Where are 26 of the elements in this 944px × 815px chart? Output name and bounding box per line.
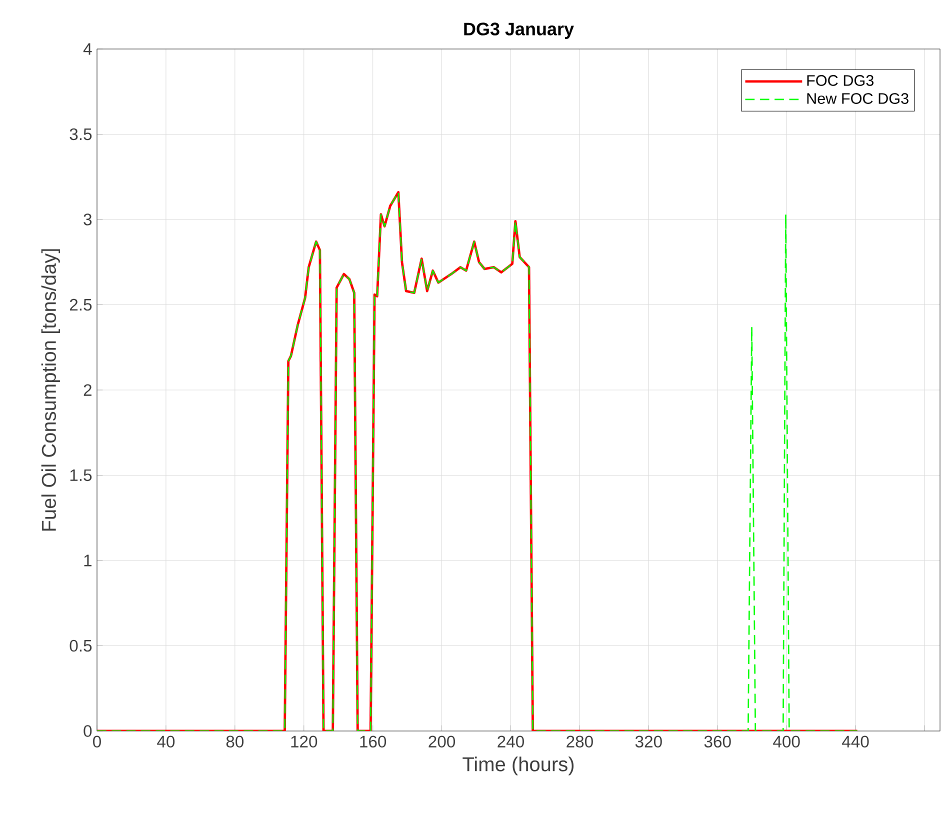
y-tick-label: 3 bbox=[84, 214, 92, 226]
x-tick-label: 360 bbox=[704, 736, 731, 748]
chart-title: DG3 January bbox=[464, 22, 574, 39]
legend-label: FOC DG3 bbox=[807, 75, 874, 86]
x-tick-label: 40 bbox=[157, 736, 175, 748]
y-tick-label: 4 bbox=[83, 43, 92, 55]
y-tick-label: 3.5 bbox=[70, 128, 92, 140]
x-tick-label: 80 bbox=[226, 736, 244, 748]
legend-label: New FOC DG3 bbox=[807, 93, 908, 104]
x-tick-label: 280 bbox=[566, 736, 593, 748]
x-tick-label: 120 bbox=[291, 736, 318, 748]
x-axis-title: Time (hours) bbox=[462, 756, 574, 776]
y-axis-title: Fuel Oil Consumption [tons/day] bbox=[41, 249, 60, 531]
x-tick-label: 200 bbox=[428, 736, 456, 748]
x-tick-label: 400 bbox=[773, 736, 800, 748]
x-tick-label: 0 bbox=[93, 736, 101, 748]
x-tick-label: 440 bbox=[842, 736, 869, 748]
x-tick-label: 160 bbox=[360, 736, 386, 748]
y-tick-label: 2 bbox=[84, 384, 92, 396]
y-tick-label: 0 bbox=[84, 725, 92, 737]
x-tick-label: 320 bbox=[635, 736, 662, 748]
y-tick-label: 1 bbox=[84, 554, 92, 566]
y-tick-label: 2.5 bbox=[70, 298, 92, 311]
y-tick-label: 1.5 bbox=[70, 469, 92, 482]
x-tick-label: 240 bbox=[498, 736, 524, 748]
y-tick-label: 0.5 bbox=[70, 640, 92, 652]
